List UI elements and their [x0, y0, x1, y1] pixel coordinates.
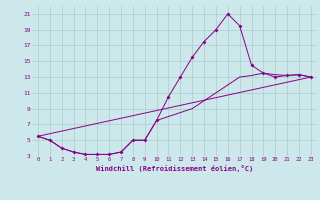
X-axis label: Windchill (Refroidissement éolien,°C): Windchill (Refroidissement éolien,°C)	[96, 165, 253, 172]
